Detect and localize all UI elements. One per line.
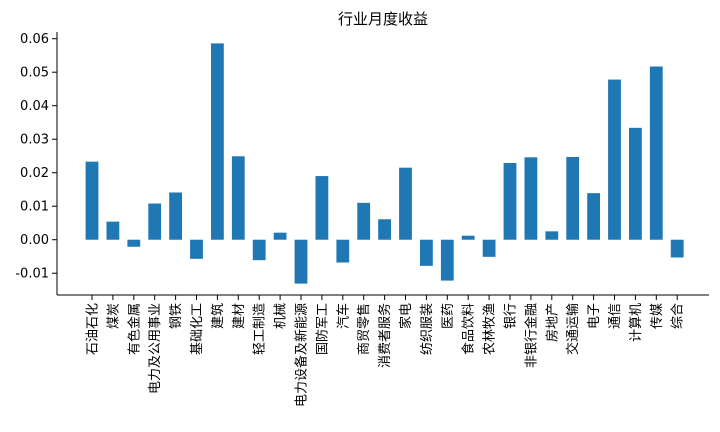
x-tick-label: 商贸零售 — [356, 303, 372, 355]
bar-27 — [629, 127, 642, 240]
bar-19 — [461, 235, 475, 240]
y-tick-label: 0.01 — [20, 200, 49, 215]
x-tick-label: 钢铁 — [169, 303, 184, 329]
y-tick-label: -0.01 — [15, 267, 49, 282]
chart-title: 行业月度收益 — [338, 10, 428, 28]
x-tick-label: 消费者服务 — [377, 303, 393, 368]
y-tick-label: 0.04 — [20, 99, 49, 114]
x-tick-label: 电子 — [587, 303, 602, 329]
bar-10 — [273, 232, 287, 240]
bar-16 — [399, 167, 412, 240]
bar-7 — [211, 43, 224, 240]
x-tick-label: 机械 — [274, 303, 289, 329]
x-tick-label: 交通运输 — [565, 303, 581, 355]
x-tick-label: 国防军工 — [314, 303, 330, 355]
y-tick-label: 0.06 — [20, 32, 49, 47]
x-tick-label: 电力及公用事业 — [148, 303, 163, 394]
x-tick-label: 通信 — [608, 303, 623, 329]
x-tick-label: 轻工制造 — [253, 303, 268, 355]
bar-11 — [294, 239, 308, 284]
x-tick-label: 农林牧渔 — [483, 303, 498, 355]
bar-26 — [608, 79, 621, 240]
x-tick-label: 石油石化 — [86, 303, 101, 355]
bar-5 — [169, 192, 182, 240]
x-tick-label: 银行 — [504, 303, 519, 329]
bars-group — [85, 43, 684, 284]
x-tick-label: 建筑 — [210, 303, 226, 329]
bar-2 — [106, 221, 120, 240]
bar-15 — [378, 219, 391, 240]
bar-3 — [127, 239, 141, 247]
x-tick-label: 电力设备及新能源 — [294, 303, 310, 407]
bar-21 — [503, 163, 517, 240]
bar-9 — [252, 239, 266, 261]
bar-6 — [190, 239, 203, 259]
bar-23 — [545, 231, 559, 240]
x-tick-label: 非银行金融 — [523, 303, 539, 368]
x-tick-label: 建材 — [232, 303, 247, 329]
x-tick-label: 家电 — [398, 303, 414, 329]
y-tick-label: 0.00 — [20, 233, 49, 248]
bar-25 — [587, 193, 600, 240]
bar-1 — [85, 161, 99, 240]
x-tick-label: 基础化工 — [190, 303, 205, 355]
bar-8 — [231, 156, 245, 240]
bar-24 — [566, 156, 580, 240]
x-tick-label: 纺织服装 — [420, 303, 435, 355]
x-tick-label: 综合 — [671, 303, 686, 329]
y-axis: -0.01 0.00 0.01 0.02 0.03 0.04 0.05 0.06 — [15, 32, 58, 295]
x-tick-label: 计算机 — [629, 303, 644, 342]
bar-13 — [336, 239, 350, 263]
bar-20 — [482, 239, 496, 257]
bar-29 — [670, 239, 684, 258]
x-axis: 石油石化 煤炭 有色金属 电力及公用事业 钢铁 基础化工 建筑 建材 轻工制造 机械 电力设备及新能… — [57, 294, 709, 407]
x-tick-label: 传媒 — [650, 303, 665, 329]
bar-12 — [315, 176, 329, 240]
bar-28 — [649, 66, 663, 240]
x-tick-label: 房地产 — [544, 303, 560, 342]
bar-22 — [524, 157, 538, 240]
x-tick-label: 食品饮料 — [461, 303, 477, 355]
x-tick-label: 医药 — [441, 303, 456, 329]
y-tick-label: 0.02 — [20, 166, 49, 181]
bar-14 — [357, 202, 371, 240]
bar-18 — [440, 239, 454, 281]
x-tick-label: 煤炭 — [106, 303, 121, 329]
x-tick-label: 有色金属 — [126, 303, 142, 355]
y-tick-label: 0.03 — [20, 133, 49, 148]
x-tick-label: 汽车 — [335, 303, 351, 329]
bar-17 — [420, 239, 433, 266]
y-tick-label: 0.05 — [20, 66, 49, 81]
bar-4 — [148, 203, 162, 240]
